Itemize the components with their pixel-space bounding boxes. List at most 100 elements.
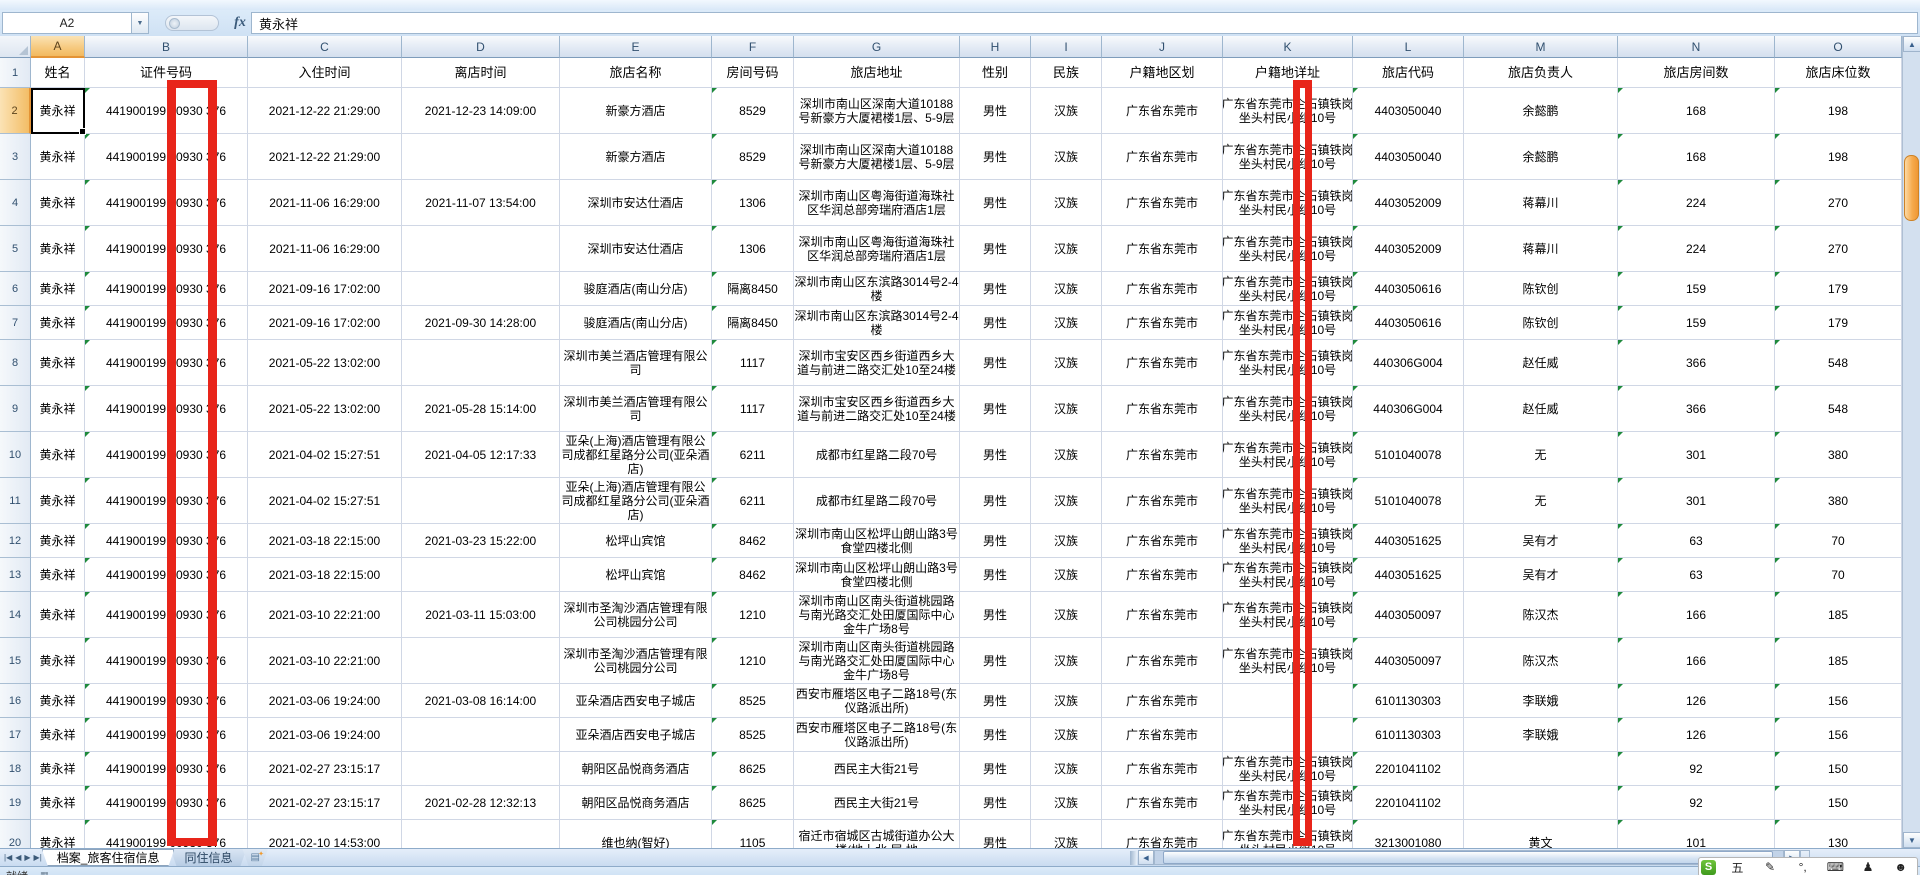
row-header-13[interactable]: 13 [0, 558, 31, 592]
cell-H20[interactable]: 男性 [960, 820, 1031, 848]
cell-O4[interactable]: 270 [1775, 180, 1902, 226]
cell-B19[interactable]: 441900199 00930 376 [85, 786, 248, 820]
cell-N18[interactable]: 92 [1618, 752, 1775, 786]
cell-K11[interactable]: 广东省东莞市企石镇铁岗 坐头村民小组10号 [1223, 478, 1353, 524]
cell-B5[interactable]: 441900199 00930 376 [85, 226, 248, 272]
cell-B3[interactable]: 441900199 00930 376 [85, 134, 248, 180]
cell-M8[interactable]: 赵任威 [1464, 340, 1618, 386]
cell-A15[interactable]: 黄永祥 [31, 638, 85, 684]
macro-record-icon[interactable]: ▦ [40, 870, 49, 875]
cell-K1[interactable]: 户籍地详址 [1223, 58, 1353, 88]
cell-C12[interactable]: 2021-03-18 22:15:00 [248, 524, 402, 558]
cell-B18[interactable]: 441900199 00930 376 [85, 752, 248, 786]
cell-K6[interactable]: 广东省东莞市企石镇铁岗 坐头村民小组10号 [1223, 272, 1353, 306]
cell-D16[interactable]: 2021-03-08 16:14:00 [402, 684, 560, 718]
cell-I7[interactable]: 汉族 [1031, 306, 1102, 340]
cell-F17[interactable]: 8525 [712, 718, 794, 752]
cell-M18[interactable] [1464, 752, 1618, 786]
cell-H13[interactable]: 男性 [960, 558, 1031, 592]
cell-C14[interactable]: 2021-03-10 22:21:00 [248, 592, 402, 638]
cell-K12[interactable]: 广东省东莞市企石镇铁岗 坐头村民小组10号 [1223, 524, 1353, 558]
cell-H10[interactable]: 男性 [960, 432, 1031, 478]
row-header-4[interactable]: 4 [0, 180, 31, 226]
cell-G13[interactable]: 深圳市南山区松坪山朗山路3号食堂四楼北侧 [794, 558, 960, 592]
cell-B12[interactable]: 441900199 00930 376 [85, 524, 248, 558]
cell-C19[interactable]: 2021-02-27 23:15:17 [248, 786, 402, 820]
insert-worksheet-tab[interactable]: ▤ ✦ [242, 849, 267, 866]
cell-O15[interactable]: 185 [1775, 638, 1902, 684]
cell-N2[interactable]: 168 [1618, 88, 1775, 134]
row-header-7[interactable]: 7 [0, 306, 31, 340]
cell-G18[interactable]: 西民主大街21号 [794, 752, 960, 786]
row-header-8[interactable]: 8 [0, 340, 31, 386]
cell-A19[interactable]: 黄永祥 [31, 786, 85, 820]
cell-C8[interactable]: 2021-05-22 13:02:00 [248, 340, 402, 386]
cell-A20[interactable]: 黄永祥 [31, 820, 85, 848]
cell-A9[interactable]: 黄永祥 [31, 386, 85, 432]
cell-M15[interactable]: 陈汉杰 [1464, 638, 1618, 684]
cell-E5[interactable]: 深圳市安达仕酒店 [560, 226, 712, 272]
cell-A10[interactable]: 黄永祥 [31, 432, 85, 478]
cell-D2[interactable]: 2021-12-23 14:09:00 [402, 88, 560, 134]
cell-J6[interactable]: 广东省东莞市 [1102, 272, 1223, 306]
cell-E10[interactable]: 亚朵(上海)酒店管理有限公司成都红星路分公司(亚朵酒店) [560, 432, 712, 478]
cell-C13[interactable]: 2021-03-18 22:15:00 [248, 558, 402, 592]
cell-O9[interactable]: 548 [1775, 386, 1902, 432]
cell-D5[interactable] [402, 226, 560, 272]
cell-I4[interactable]: 汉族 [1031, 180, 1102, 226]
sheet-tab-active[interactable]: 档案_旅客住宿信息 [42, 849, 175, 866]
cell-A7[interactable]: 黄永祥 [31, 306, 85, 340]
cell-M1[interactable]: 旅店负责人 [1464, 58, 1618, 88]
cell-E8[interactable]: 深圳市美兰酒店管理有限公司 [560, 340, 712, 386]
cell-B4[interactable]: 441900199 00930 376 [85, 180, 248, 226]
cell-L19[interactable]: 2201041102 [1353, 786, 1464, 820]
row-header-17[interactable]: 17 [0, 718, 31, 752]
cell-O18[interactable]: 150 [1775, 752, 1902, 786]
cell-L3[interactable]: 4403050040 [1353, 134, 1464, 180]
cell-B11[interactable]: 441900199 00930 376 [85, 478, 248, 524]
cell-I12[interactable]: 汉族 [1031, 524, 1102, 558]
sheet-tab-cohabit[interactable]: 同住信息 [170, 849, 246, 866]
column-header-D[interactable]: D [402, 36, 560, 58]
cell-A2[interactable]: 黄永祥 [31, 88, 85, 134]
cell-K4[interactable]: 广东省东莞市企石镇铁岗 坐头村民小组10号 [1223, 180, 1353, 226]
cell-O7[interactable]: 179 [1775, 306, 1902, 340]
cell-L9[interactable]: 440306G004 [1353, 386, 1464, 432]
cell-H12[interactable]: 男性 [960, 524, 1031, 558]
column-header-B[interactable]: B [85, 36, 248, 58]
cell-J11[interactable]: 广东省东莞市 [1102, 478, 1223, 524]
cell-C10[interactable]: 2021-04-02 15:27:51 [248, 432, 402, 478]
cell-G17[interactable]: 西安市雁塔区电子二路18号(东仪路派出所) [794, 718, 960, 752]
row-header-19[interactable]: 19 [0, 786, 31, 820]
cell-L14[interactable]: 4403050097 [1353, 592, 1464, 638]
column-header-C[interactable]: C [248, 36, 402, 58]
cell-J2[interactable]: 广东省东莞市 [1102, 88, 1223, 134]
cell-E3[interactable]: 新豪方酒店 [560, 134, 712, 180]
cell-M14[interactable]: 陈汉杰 [1464, 592, 1618, 638]
cell-C18[interactable]: 2021-02-27 23:15:17 [248, 752, 402, 786]
cell-M17[interactable]: 李联娥 [1464, 718, 1618, 752]
cell-O6[interactable]: 179 [1775, 272, 1902, 306]
cell-C15[interactable]: 2021-03-10 22:21:00 [248, 638, 402, 684]
cell-O5[interactable]: 270 [1775, 226, 1902, 272]
cell-B1[interactable]: 证件号码 [85, 58, 248, 88]
cell-J16[interactable]: 广东省东莞市 [1102, 684, 1223, 718]
column-header-J[interactable]: J [1102, 36, 1223, 58]
cell-N17[interactable]: 126 [1618, 718, 1775, 752]
last-sheet-icon[interactable]: ▶| [33, 853, 42, 862]
cell-M6[interactable]: 陈钦创 [1464, 272, 1618, 306]
row-header-3[interactable]: 3 [0, 134, 31, 180]
cell-H19[interactable]: 男性 [960, 786, 1031, 820]
cell-A16[interactable]: 黄永祥 [31, 684, 85, 718]
cell-J15[interactable]: 广东省东莞市 [1102, 638, 1223, 684]
cell-G1[interactable]: 旅店地址 [794, 58, 960, 88]
cell-D10[interactable]: 2021-04-05 12:17:33 [402, 432, 560, 478]
first-sheet-icon[interactable]: |◀ [4, 853, 13, 862]
cell-G7[interactable]: 深圳市南山区东滨路3014号2-4楼 [794, 306, 960, 340]
cell-F10[interactable]: 6211 [712, 432, 794, 478]
horizontal-scroll-thumb[interactable] [1163, 851, 1773, 864]
cell-F1[interactable]: 房间号码 [712, 58, 794, 88]
cell-F19[interactable]: 8625 [712, 786, 794, 820]
row-header-16[interactable]: 16 [0, 684, 31, 718]
cell-D8[interactable] [402, 340, 560, 386]
